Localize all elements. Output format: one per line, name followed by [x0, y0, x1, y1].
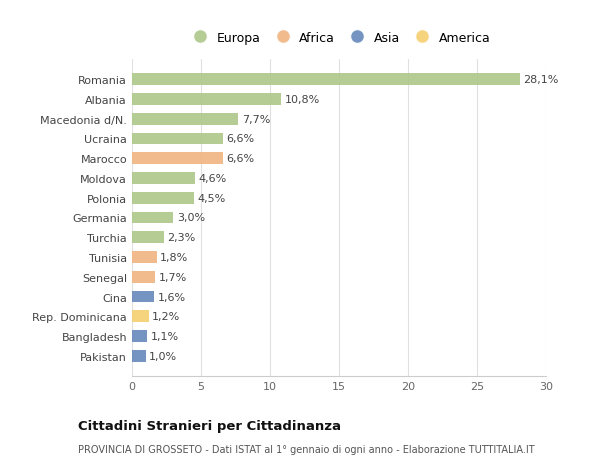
Bar — [132, 311, 149, 323]
Text: 4,6%: 4,6% — [199, 174, 227, 184]
Text: 6,6%: 6,6% — [227, 134, 254, 144]
Legend: Europa, Africa, Asia, America: Europa, Africa, Asia, America — [184, 28, 494, 48]
Bar — [132, 350, 146, 362]
Bar — [132, 113, 238, 125]
Bar — [132, 94, 281, 106]
Text: Cittadini Stranieri per Cittadinanza: Cittadini Stranieri per Cittadinanza — [78, 419, 341, 432]
Bar — [132, 232, 164, 244]
Text: 2,3%: 2,3% — [167, 233, 196, 243]
Text: 4,5%: 4,5% — [197, 193, 226, 203]
Bar — [132, 252, 157, 263]
Text: 7,7%: 7,7% — [242, 114, 270, 124]
Text: 10,8%: 10,8% — [284, 95, 320, 105]
Bar — [132, 271, 155, 283]
Bar — [132, 192, 194, 204]
Bar — [132, 173, 196, 185]
Bar — [132, 133, 223, 145]
Text: 28,1%: 28,1% — [523, 75, 559, 85]
Bar — [132, 74, 520, 86]
Text: PROVINCIA DI GROSSETO - Dati ISTAT al 1° gennaio di ogni anno - Elaborazione TUT: PROVINCIA DI GROSSETO - Dati ISTAT al 1°… — [78, 444, 535, 454]
Text: 6,6%: 6,6% — [227, 154, 254, 164]
Text: 3,0%: 3,0% — [177, 213, 205, 223]
Text: 1,1%: 1,1% — [151, 331, 179, 341]
Bar — [132, 212, 173, 224]
Text: 1,8%: 1,8% — [160, 252, 188, 263]
Text: 1,0%: 1,0% — [149, 351, 178, 361]
Text: 1,2%: 1,2% — [152, 312, 180, 322]
Bar — [132, 330, 147, 342]
Text: 1,6%: 1,6% — [158, 292, 185, 302]
Text: 1,7%: 1,7% — [159, 272, 187, 282]
Bar — [132, 291, 154, 303]
Bar — [132, 153, 223, 165]
